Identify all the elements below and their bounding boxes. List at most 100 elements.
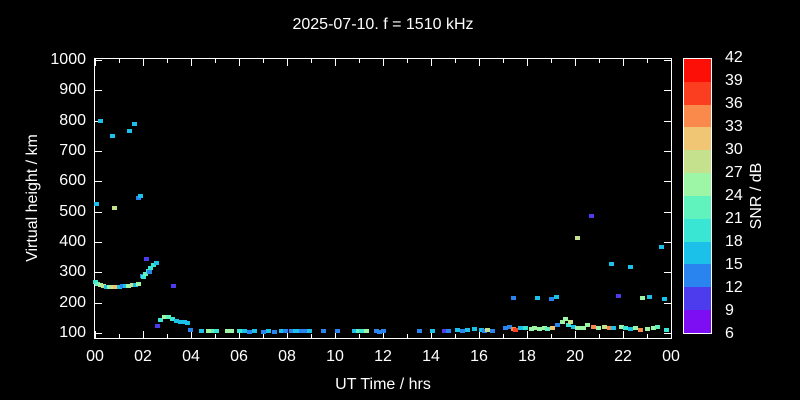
- y-tick-label: 600: [59, 172, 86, 190]
- data-point: [374, 329, 379, 333]
- data-point: [638, 328, 643, 332]
- colorbar-segment: [684, 59, 711, 82]
- colorbar-segment: [684, 310, 711, 333]
- data-point: [472, 327, 477, 331]
- x-tick: [119, 59, 120, 63]
- x-tick-label: 06: [230, 348, 248, 365]
- colorbar-segment: [684, 173, 711, 196]
- x-tick: [335, 59, 336, 66]
- data-point: [188, 328, 193, 332]
- data-point: [151, 263, 156, 267]
- data-point: [141, 275, 146, 279]
- x-tick: [479, 59, 480, 66]
- data-point: [664, 328, 669, 332]
- y-tick: [664, 181, 671, 182]
- plot-title: 2025-07-10. f = 1510 kHz: [292, 16, 474, 33]
- x-tick: [527, 331, 528, 338]
- data-point: [485, 328, 490, 332]
- data-point: [113, 285, 118, 289]
- data-point: [166, 315, 171, 319]
- data-point: [272, 330, 277, 334]
- data-point: [628, 327, 633, 331]
- data-point: [566, 323, 571, 327]
- x-tick-label: 16: [470, 348, 488, 365]
- x-tick: [287, 331, 288, 338]
- colorbar-tick-label: 12: [725, 279, 743, 296]
- data-point: [628, 265, 633, 269]
- colorbar: [683, 58, 712, 334]
- x-tick: [239, 331, 240, 338]
- data-point: [132, 122, 137, 126]
- y-tick-label: 300: [59, 263, 86, 281]
- y-tick-label: 900: [59, 81, 86, 99]
- data-point: [651, 326, 656, 330]
- colorbar-segment: [684, 218, 711, 242]
- y-tick: [664, 90, 671, 91]
- x-tick-label: 00: [86, 348, 104, 365]
- y-tick: [95, 242, 102, 243]
- x-tick: [455, 59, 456, 63]
- data-point: [182, 320, 187, 324]
- data-point: [563, 317, 568, 321]
- x-tick: [167, 334, 168, 338]
- data-point: [507, 325, 512, 329]
- data-point: [117, 285, 122, 289]
- data-point: [225, 329, 230, 333]
- data-point: [304, 329, 309, 333]
- data-point: [143, 272, 148, 276]
- data-point: [381, 329, 386, 333]
- data-point: [279, 329, 284, 333]
- data-point: [299, 329, 304, 333]
- y-tick: [95, 212, 102, 213]
- x-tick: [311, 59, 312, 63]
- data-point: [659, 245, 664, 249]
- x-tick: [407, 334, 408, 338]
- x-tick-label: 22: [614, 348, 632, 365]
- data-point: [242, 329, 247, 333]
- data-point: [377, 330, 382, 334]
- x-tick: [623, 59, 624, 66]
- data-point: [513, 328, 518, 332]
- data-point: [490, 329, 495, 333]
- data-point: [148, 266, 153, 270]
- y-tick: [95, 181, 102, 182]
- colorbar-tick-label: 27: [725, 164, 743, 181]
- data-point: [171, 284, 176, 288]
- data-point: [94, 202, 99, 206]
- data-point: [352, 329, 357, 333]
- data-point: [591, 325, 596, 329]
- data-point: [647, 295, 652, 299]
- data-point: [307, 329, 312, 333]
- y-tick: [664, 212, 671, 213]
- x-tick: [599, 59, 600, 63]
- data-point: [542, 326, 547, 330]
- colorbar-segment: [684, 104, 711, 128]
- data-point: [554, 295, 559, 299]
- data-point: [144, 257, 149, 261]
- y-tick: [95, 303, 102, 304]
- data-point: [296, 329, 301, 333]
- data-point: [356, 329, 361, 333]
- data-point: [104, 285, 109, 289]
- data-point: [293, 329, 298, 333]
- data-point: [130, 283, 135, 287]
- data-point: [523, 326, 528, 330]
- data-point: [511, 296, 516, 300]
- colorbar-tick-label: 39: [725, 72, 743, 89]
- data-point: [127, 129, 132, 133]
- x-axis-label: UT Time / hrs: [335, 376, 431, 393]
- x-tick-label: 18: [518, 348, 536, 365]
- data-point: [549, 297, 554, 301]
- data-point: [602, 325, 607, 329]
- data-point: [101, 284, 106, 288]
- data-point: [465, 328, 470, 332]
- x-tick: [503, 59, 504, 63]
- data-point: [283, 329, 288, 333]
- data-point: [578, 326, 583, 330]
- x-tick: [263, 59, 264, 63]
- data-point: [585, 323, 590, 327]
- data-point: [503, 326, 508, 330]
- x-tick: [407, 59, 408, 63]
- data-point: [571, 325, 576, 329]
- data-point: [633, 326, 638, 330]
